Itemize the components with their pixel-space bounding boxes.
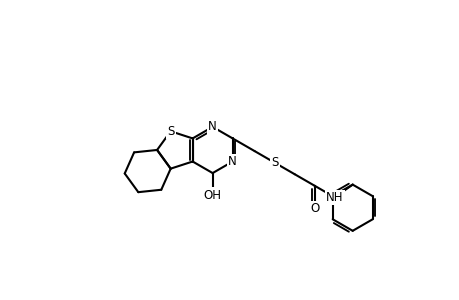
Text: N: N: [228, 155, 236, 168]
Text: S: S: [167, 125, 174, 138]
Text: OH: OH: [203, 188, 221, 202]
Text: N: N: [208, 120, 217, 134]
Text: S: S: [270, 156, 278, 169]
Text: O: O: [309, 202, 319, 215]
Text: NH: NH: [325, 191, 343, 204]
